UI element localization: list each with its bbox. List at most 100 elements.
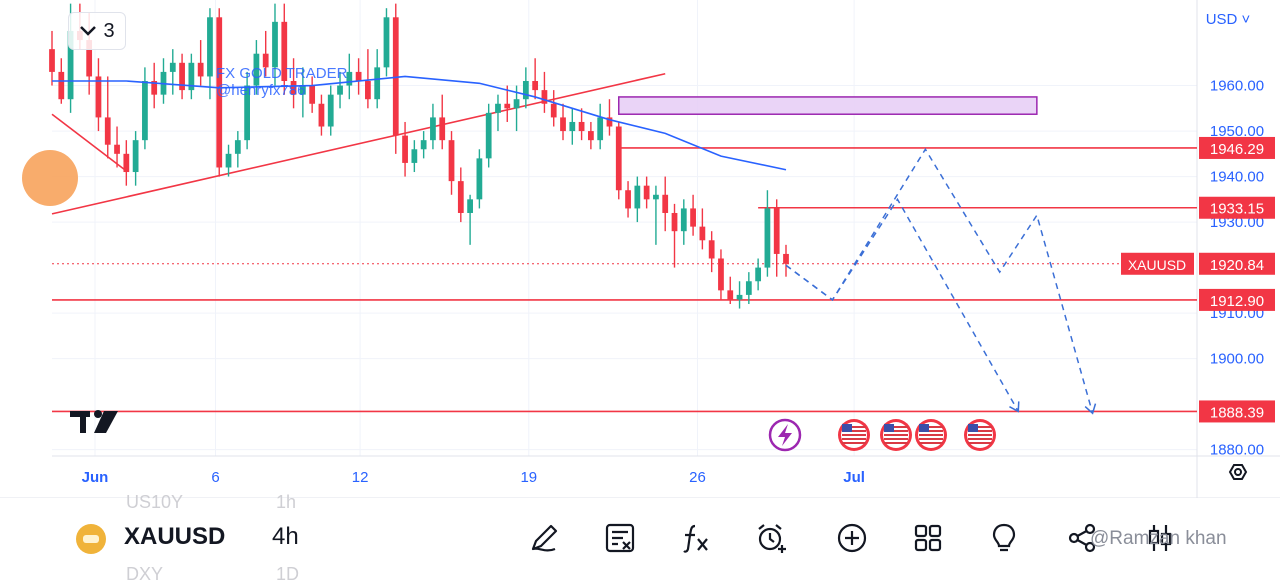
x-tick-label: 12 [352, 469, 369, 486]
user-watermark: @Ramzan khan [1090, 528, 1227, 549]
y-tick-label: 1960.00 [1210, 78, 1264, 95]
candle-body [411, 149, 418, 163]
price-level-tag [1199, 196, 1275, 219]
candle-body [142, 81, 148, 141]
candle-body [420, 140, 427, 150]
candle-body [625, 190, 631, 209]
candle-body [197, 62, 204, 77]
candle-body [392, 17, 399, 136]
decorations: FX GOLD TRADER@henryfx786 [22, 65, 996, 452]
candle-body [615, 126, 622, 191]
current-price-tag-label: 1920.84 [1210, 257, 1264, 274]
symbol-name[interactable]: XAUUSD [124, 523, 226, 550]
candle-body [151, 81, 158, 95]
chart-grid [0, 0, 1280, 498]
candle-body [383, 17, 390, 68]
candle-body [495, 103, 501, 113]
candle-body [123, 153, 130, 173]
time-axis: Jun 6 12 19 26 Jul [82, 464, 1248, 486]
candle-body [588, 131, 594, 141]
candle-body [764, 208, 771, 268]
candle-body [253, 53, 260, 86]
candle-body [541, 90, 548, 104]
candle-body [653, 194, 659, 200]
candle-body [439, 117, 446, 141]
candle-body [783, 253, 789, 264]
x-tick-label: 26 [689, 469, 706, 486]
indicators-fx-icon[interactable] [676, 518, 716, 558]
ideas-bulb-icon[interactable] [984, 518, 1024, 558]
candle-body [262, 53, 269, 68]
candle-body [718, 258, 724, 291]
chart-watermark: FX GOLD TRADER [216, 65, 348, 82]
us-flag-event-icon [880, 419, 912, 451]
candle-body [560, 117, 566, 132]
candle-body [318, 103, 325, 127]
candle-body [467, 199, 473, 213]
timeframe-selector[interactable]: 4h [272, 523, 299, 550]
candle-body [234, 140, 241, 154]
projection-path [785, 197, 1019, 412]
add-circle-icon[interactable] [832, 518, 872, 558]
chevron-down-icon [79, 20, 97, 43]
layouts-grid-icon[interactable] [908, 518, 948, 558]
dividend-bolt-icon [768, 418, 802, 452]
zone-layer [618, 96, 1038, 115]
us-flag-event-icon [915, 419, 947, 451]
notes-icon[interactable] [600, 518, 640, 558]
indicators-collapse-button[interactable]: 3 [68, 12, 126, 50]
candles-icon[interactable] [1140, 518, 1180, 558]
x-tick-label: Jul [843, 469, 865, 486]
symbol-price-tag-label: XAUUSD [1128, 257, 1186, 273]
candle-body [634, 185, 641, 209]
candle-body [402, 135, 408, 163]
candle-body [513, 99, 520, 109]
price-level-tag [1199, 288, 1275, 311]
price-level-tag [1199, 400, 1275, 423]
price-chart[interactable]: 1960.001950.001940.001930.001910.001900.… [0, 0, 1280, 498]
candle-body [309, 85, 316, 104]
events-row [768, 418, 996, 452]
candle-body [448, 140, 455, 182]
candle-body [457, 181, 464, 213]
candle-body [49, 49, 55, 72]
symbol-price-tag [1121, 252, 1194, 275]
candle-body [569, 121, 576, 132]
price-level-tag [1199, 136, 1275, 159]
share-icon[interactable] [1062, 518, 1102, 558]
candle-body [430, 117, 436, 141]
candle-body [643, 185, 650, 200]
candle-body [67, 30, 74, 100]
candle-body [114, 144, 120, 154]
candle-body [374, 67, 381, 100]
chart-settings-icon[interactable] [1228, 464, 1248, 480]
currency-selector[interactable]: USD ˅ [1206, 11, 1251, 28]
bottom-toolbar [0, 498, 1280, 576]
candle-body [169, 62, 176, 72]
y-tick-label: 1900.00 [1210, 351, 1264, 368]
ghost-timeframe-above: 1h [276, 492, 297, 512]
alert-clock-icon[interactable] [752, 518, 792, 558]
candle-body [327, 94, 334, 127]
candle-body [736, 294, 743, 300]
drawing-pen-icon[interactable] [524, 518, 564, 558]
moving-average-layer [52, 75, 787, 171]
candle-body [225, 153, 232, 168]
candle-body [207, 17, 213, 77]
candle-body [355, 71, 362, 82]
candle-body [104, 117, 111, 145]
y-tick-label: 1880.00 [1210, 442, 1264, 459]
x-tick-label: Jun [82, 469, 109, 486]
candle-body [58, 71, 65, 100]
gold-symbol-icon [76, 524, 106, 554]
us-flag-event-icon [964, 419, 996, 451]
projection-layer [785, 147, 1097, 415]
candle-body [86, 40, 93, 77]
indicator-count: 3 [103, 19, 115, 42]
candle-body [597, 117, 604, 141]
candle-body [132, 140, 139, 173]
candle-body [290, 81, 297, 95]
candle-body [522, 81, 529, 100]
alert-marker [22, 150, 78, 206]
ghost-symbol-below: DXY [126, 564, 164, 584]
